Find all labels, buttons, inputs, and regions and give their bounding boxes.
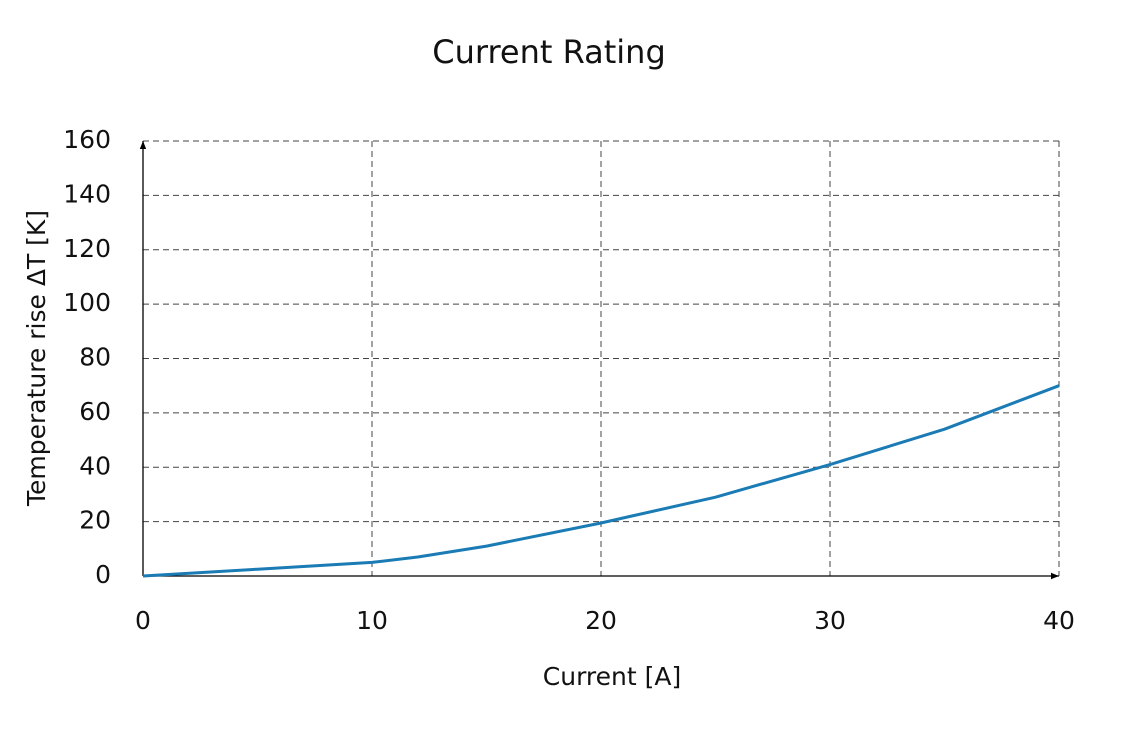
- y-tick-label: 40: [79, 451, 111, 480]
- y-tick-label: 60: [79, 397, 111, 426]
- line: [142, 384, 1060, 578]
- x-tick-label: 40: [1043, 606, 1075, 635]
- y-tick-label: 140: [63, 179, 111, 208]
- y-tick-label: 160: [63, 125, 111, 154]
- x-tick-label: 10: [356, 606, 388, 635]
- y-tick-label: 120: [63, 234, 111, 263]
- x-tick-label: 0: [135, 606, 151, 635]
- grid: [142, 140, 1060, 577]
- y-tick-label: 100: [63, 288, 111, 317]
- y-tick-label: 0: [95, 560, 111, 589]
- x-tick-label: 30: [814, 606, 846, 635]
- y-tick-label: 80: [79, 343, 111, 372]
- y-axis-label: Temperature rise ΔT [K]: [22, 210, 51, 507]
- x-axis-label: Current [A]: [543, 662, 681, 691]
- y-tick-label: 20: [79, 506, 111, 535]
- x-tick-label: 20: [585, 606, 617, 635]
- chart-title: Current Rating: [432, 33, 666, 71]
